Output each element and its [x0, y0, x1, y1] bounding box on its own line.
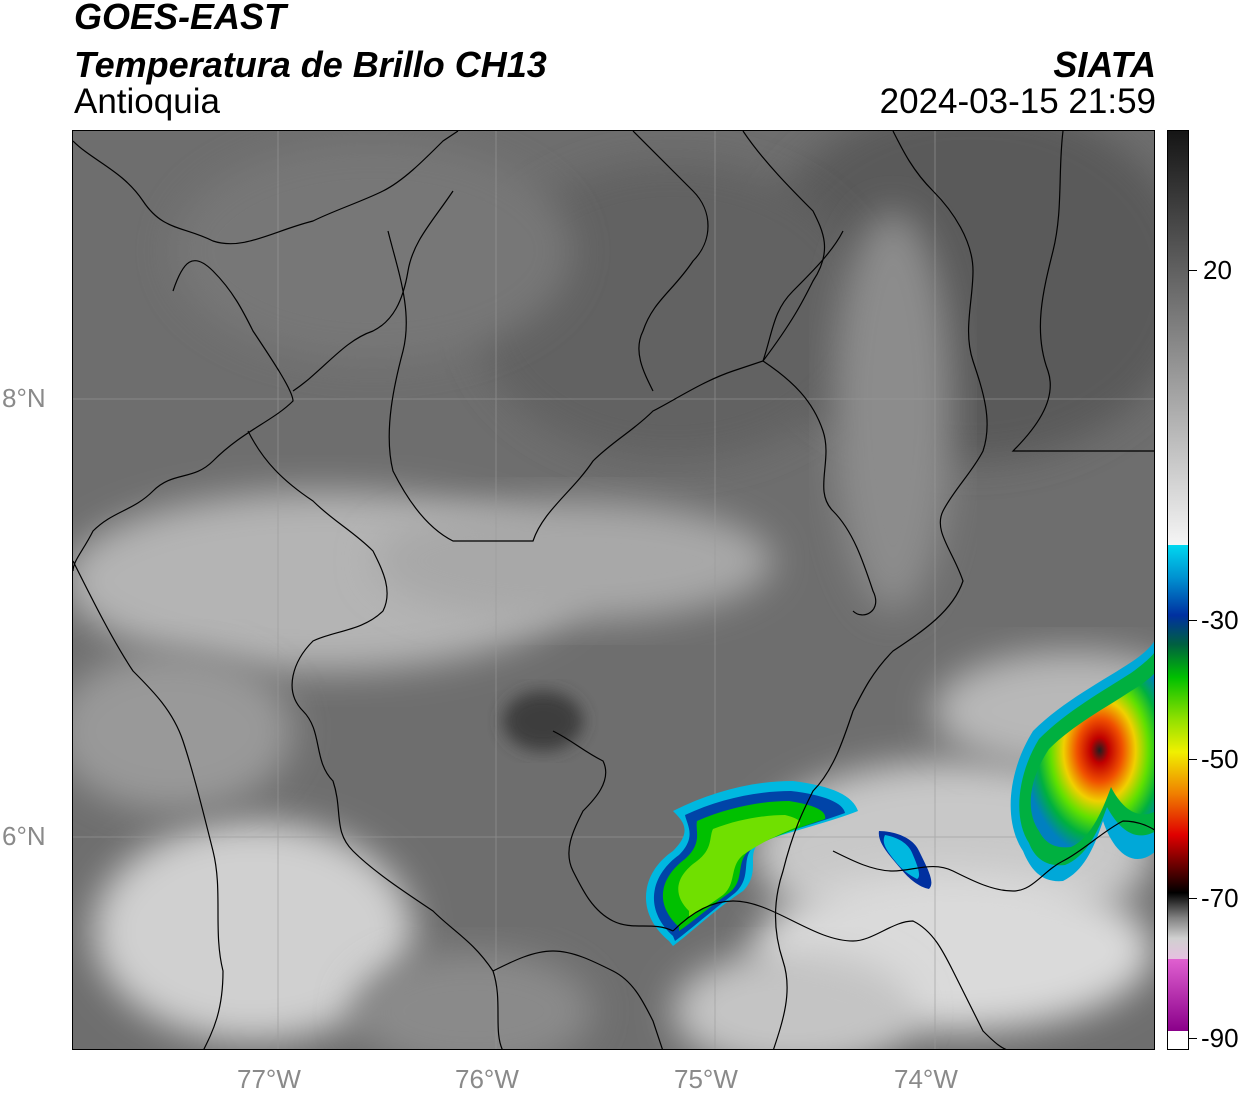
- lon-label-75w: 75°W: [674, 1064, 738, 1094]
- cb-tickmark-minus30: [1189, 620, 1197, 621]
- lon-label-76w: 76°W: [455, 1064, 519, 1094]
- agency-label: SIATA: [1053, 44, 1156, 85]
- map-svg: [73, 131, 1154, 1049]
- region-subtitle: Antioquia: [74, 82, 220, 121]
- cb-tickmark-minus90: [1189, 1038, 1197, 1039]
- lon-label-74w: 74°W: [894, 1064, 958, 1094]
- boundaries: [73, 131, 1154, 1049]
- product-title: Temperatura de Brillo CH13: [74, 44, 547, 85]
- cb-label-minus30: -30: [1201, 605, 1239, 635]
- colorbar-svg: [1168, 131, 1188, 1049]
- satellite-title: GOES-EAST: [74, 0, 287, 37]
- cb-tickmark-minus50: [1189, 759, 1197, 760]
- lat-label-8n: 8°N: [2, 383, 46, 413]
- cb-tickmark-minus70: [1189, 898, 1197, 899]
- map-gridlines: [73, 131, 1154, 1049]
- cb-label-minus70: -70: [1201, 883, 1239, 913]
- cb-tickmark-20: [1189, 270, 1197, 271]
- lat-label-6n: 6°N: [2, 821, 46, 851]
- datetime-label: 2024-03-15 21:59: [879, 82, 1156, 121]
- convective-cell-east: [1010, 641, 1154, 882]
- convective-cell-south: [645, 781, 932, 946]
- cb-label-minus90: -90: [1201, 1023, 1239, 1053]
- satellite-map[interactable]: [72, 130, 1155, 1050]
- cloud-field: [73, 131, 1154, 1049]
- cb-label-minus50: -50: [1201, 744, 1239, 774]
- cb-label-20: 20: [1203, 255, 1232, 285]
- temperature-colorbar: [1167, 130, 1189, 1050]
- lon-label-77w: 77°W: [237, 1064, 301, 1094]
